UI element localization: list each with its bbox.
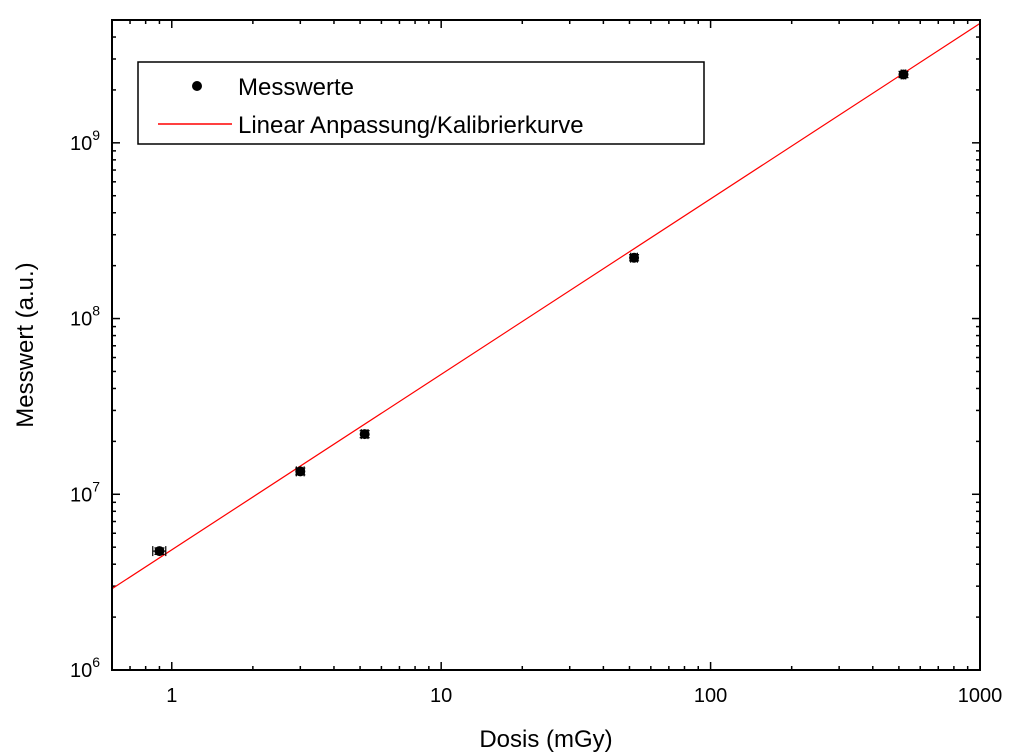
y-axis-title: Messwert (a.u.) (12, 262, 39, 427)
x-tick-label: 10 (430, 685, 452, 707)
x-tick-label: 1 (166, 685, 177, 707)
data-point-marker (295, 466, 306, 477)
tick-labels: 1 10 100 1000 106 107 108 109 (70, 127, 1002, 707)
y-tick-label: 106 (70, 654, 100, 682)
fit-line (112, 22, 980, 590)
x-axis-title: Dosis (mGy) (479, 726, 612, 753)
data-point-marker (154, 546, 165, 557)
data-point-marker (898, 69, 909, 80)
data-point (629, 252, 640, 263)
data-point (295, 466, 306, 477)
x-tick-label: 100 (694, 685, 727, 707)
legend-label-messwerte: Messwerte (238, 74, 354, 101)
legend-marker-messwerte (192, 81, 202, 91)
data-point (359, 429, 370, 440)
plot-area (112, 22, 980, 590)
y-tick-label: 107 (70, 478, 100, 506)
data-point-marker (629, 252, 640, 263)
legend: Messwerte Linear Anpassung/Kalibrierkurv… (137, 61, 705, 145)
data-point (898, 69, 909, 80)
plot-frame (111, 19, 981, 671)
legend-label-fit-line: Linear Anpassung/Kalibrierkurve (238, 112, 584, 139)
y-tick-label: 108 (70, 303, 100, 331)
x-tick-label: 1000 (958, 685, 1003, 707)
data-point-marker (359, 429, 370, 440)
legend-box (137, 61, 705, 145)
y-tick-label: 109 (70, 127, 100, 155)
data-point (152, 546, 167, 557)
